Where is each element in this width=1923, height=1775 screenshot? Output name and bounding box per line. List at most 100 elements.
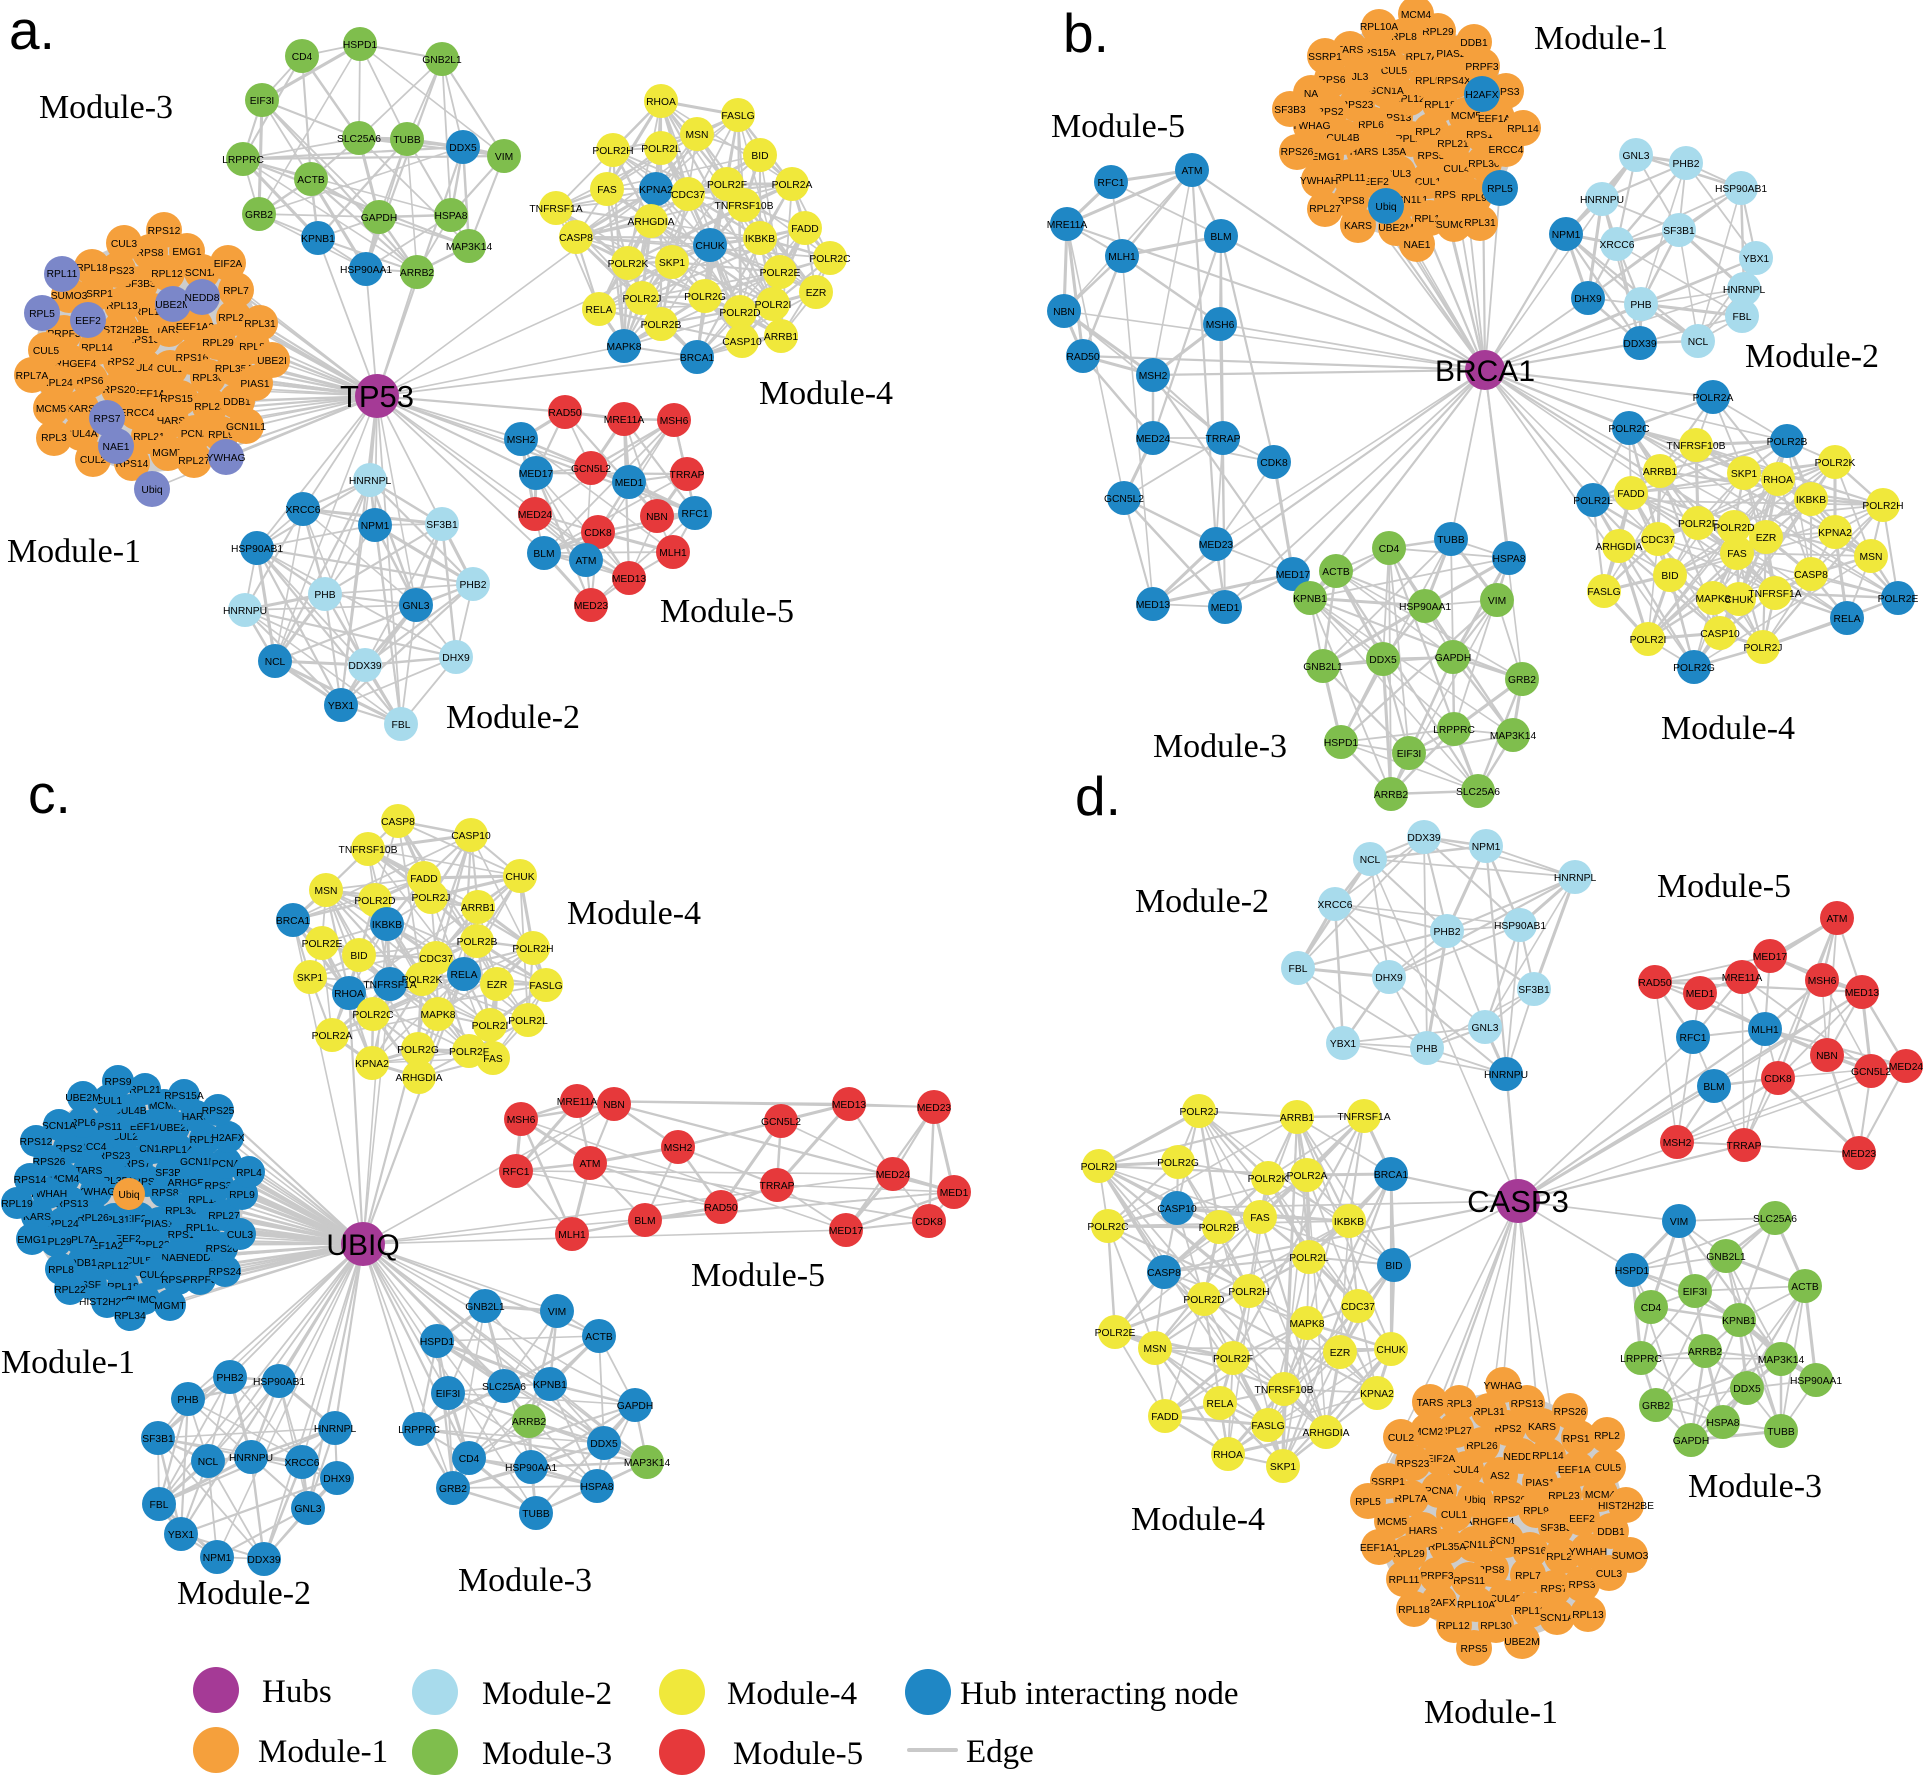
svg-text:SF3B1: SF3B1 <box>426 520 458 531</box>
svg-text:ARRB2: ARRB2 <box>1374 790 1409 801</box>
svg-text:RFC1: RFC1 <box>1098 178 1125 189</box>
svg-text:PCNA: PCNA <box>1425 1486 1454 1497</box>
svg-text:LRPPRC: LRPPRC <box>398 1425 440 1436</box>
svg-text:RPL30: RPL30 <box>1468 159 1500 170</box>
svg-text:ATM: ATM <box>1182 166 1203 177</box>
svg-text:MSH6: MSH6 <box>660 416 689 427</box>
svg-text:CUL2: CUL2 <box>112 1132 139 1143</box>
svg-text:RPL18: RPL18 <box>1424 100 1456 111</box>
svg-text:PRPF3: PRPF3 <box>47 329 80 340</box>
svg-text:RPS20: RPS20 <box>1494 1495 1527 1506</box>
svg-text:CUL2: CUL2 <box>80 455 107 466</box>
svg-text:SUMO3: SUMO3 <box>1612 1551 1649 1562</box>
svg-text:Module-2: Module-2 <box>482 1676 612 1712</box>
svg-text:ACTB: ACTB <box>585 1332 613 1343</box>
svg-text:RPS20: RPS20 <box>206 1244 239 1255</box>
svg-text:RELA: RELA <box>451 970 478 981</box>
svg-text:HSP90AA1: HSP90AA1 <box>1790 1376 1842 1387</box>
svg-text:RPS7: RPS7 <box>1541 1584 1568 1595</box>
svg-text:MCM2: MCM2 <box>1413 1427 1444 1438</box>
svg-text:NCL: NCL <box>1360 855 1381 866</box>
svg-text:POLR2I: POLR2I <box>472 1021 509 1032</box>
svg-text:ARHGDIA: ARHGDIA <box>628 217 675 228</box>
svg-text:RHOA: RHOA <box>334 989 364 1000</box>
svg-text:PHB: PHB <box>1630 300 1651 311</box>
svg-text:SF3B3: SF3B3 <box>124 279 156 290</box>
svg-text:MED17: MED17 <box>1753 952 1788 963</box>
svg-text:Module-1: Module-1 <box>1424 1694 1558 1731</box>
svg-text:HIST2H2BE: HIST2H2BE <box>1598 1501 1654 1512</box>
svg-text:RPL21: RPL21 <box>1437 139 1469 150</box>
svg-text:Ubiq: Ubiq <box>118 1190 139 1201</box>
svg-text:POLR2B: POLR2B <box>1767 437 1808 448</box>
svg-text:MED13: MED13 <box>1845 988 1880 999</box>
svg-text:RPL30: RPL30 <box>192 373 224 384</box>
svg-text:VIM: VIM <box>548 1307 566 1318</box>
svg-text:RPL14: RPL14 <box>1532 1451 1564 1462</box>
svg-text:MED23: MED23 <box>574 601 609 612</box>
svg-text:GCN5L2: GCN5L2 <box>1851 1067 1891 1078</box>
svg-text:EMG1: EMG1 <box>172 247 201 258</box>
svg-text:TUBB: TUBB <box>393 135 421 146</box>
svg-text:EEF2: EEF2 <box>75 316 101 327</box>
svg-text:RPL26: RPL26 <box>1466 1441 1498 1452</box>
svg-text:RPL9: RPL9 <box>1523 1506 1549 1517</box>
svg-text:HSP90AA1: HSP90AA1 <box>340 265 392 276</box>
svg-text:NEDD8: NEDD8 <box>1504 1452 1539 1463</box>
svg-text:TNFRSF1A: TNFRSF1A <box>1337 1112 1390 1123</box>
svg-text:PIAS1: PIAS1 <box>144 1219 173 1230</box>
svg-text:MCM5: MCM5 <box>1377 1517 1408 1528</box>
svg-text:RPS13: RPS13 <box>1511 1399 1544 1410</box>
svg-text:EIF3I: EIF3I <box>250 96 275 107</box>
svg-text:RPL10A: RPL10A <box>1360 22 1398 33</box>
svg-text:FADD: FADD <box>1617 489 1644 500</box>
svg-text:XRCC6: XRCC6 <box>286 505 321 516</box>
svg-text:a.: a. <box>9 0 55 61</box>
svg-text:POLR2E: POLR2E <box>302 939 343 950</box>
svg-text:RHOA: RHOA <box>646 97 676 108</box>
svg-text:FBL: FBL <box>1733 312 1752 323</box>
svg-text:FAS: FAS <box>597 185 617 196</box>
svg-text:GNL3: GNL3 <box>1623 151 1650 162</box>
svg-text:UBE2I: UBE2I <box>257 356 287 367</box>
svg-text:RPS20: RPS20 <box>103 385 136 396</box>
svg-text:XRCC6: XRCC6 <box>285 1458 320 1469</box>
svg-text:POLR2K: POLR2K <box>1248 1174 1289 1185</box>
svg-text:ARHGEF4: ARHGEF4 <box>168 1178 217 1189</box>
svg-text:POLR2H: POLR2H <box>592 146 633 157</box>
svg-text:NBN: NBN <box>1816 1051 1838 1062</box>
svg-text:POLR2L: POLR2L <box>1289 1253 1329 1264</box>
svg-text:SSRP1: SSRP1 <box>79 289 113 300</box>
svg-text:HIST2H2BE: HIST2H2BE <box>79 1297 135 1308</box>
svg-text:HSPA8: HSPA8 <box>434 211 467 222</box>
svg-text:CDC37: CDC37 <box>419 954 453 965</box>
svg-text:MED24: MED24 <box>1889 1062 1923 1073</box>
svg-text:CASP10: CASP10 <box>722 337 762 348</box>
svg-text:ARHGEF4: ARHGEF4 <box>1466 1517 1515 1528</box>
svg-text:RPL11: RPL11 <box>47 269 78 280</box>
svg-text:POLR2J: POLR2J <box>1744 643 1783 654</box>
svg-text:GNB2L1: GNB2L1 <box>1706 1252 1746 1263</box>
svg-text:Module-4: Module-4 <box>759 375 893 412</box>
svg-text:RPS24: RPS24 <box>209 1267 242 1278</box>
svg-text:EZR: EZR <box>806 288 827 299</box>
svg-text:GCN1L1: GCN1L1 <box>1388 195 1428 206</box>
svg-text:GCN1A: GCN1A <box>1368 86 1404 97</box>
svg-text:CDC37: CDC37 <box>1341 1302 1375 1313</box>
svg-text:RPL3: RPL3 <box>1446 1399 1472 1410</box>
svg-text:EIF2A: EIF2A <box>1427 1454 1456 1465</box>
svg-text:NAE1: NAE1 <box>162 1253 189 1264</box>
svg-text:EEF1A1: EEF1A1 <box>1478 114 1517 125</box>
svg-text:NBN: NBN <box>646 512 668 523</box>
svg-text:MAPK8: MAPK8 <box>1290 1319 1325 1330</box>
svg-text:RPL23: RPL23 <box>1395 134 1427 145</box>
svg-text:MSH2: MSH2 <box>507 435 536 446</box>
svg-text:EZR: EZR <box>1756 533 1777 544</box>
svg-text:CUL3: CUL3 <box>1385 169 1412 180</box>
svg-text:FBL: FBL <box>392 720 411 731</box>
svg-text:POLR2A: POLR2A <box>772 180 813 191</box>
svg-text:RPL23: RPL23 <box>1548 1491 1580 1502</box>
svg-text:FADD: FADD <box>410 874 437 885</box>
svg-text:SLC25A6: SLC25A6 <box>1456 787 1500 798</box>
svg-text:HSPD1: HSPD1 <box>420 1337 455 1348</box>
